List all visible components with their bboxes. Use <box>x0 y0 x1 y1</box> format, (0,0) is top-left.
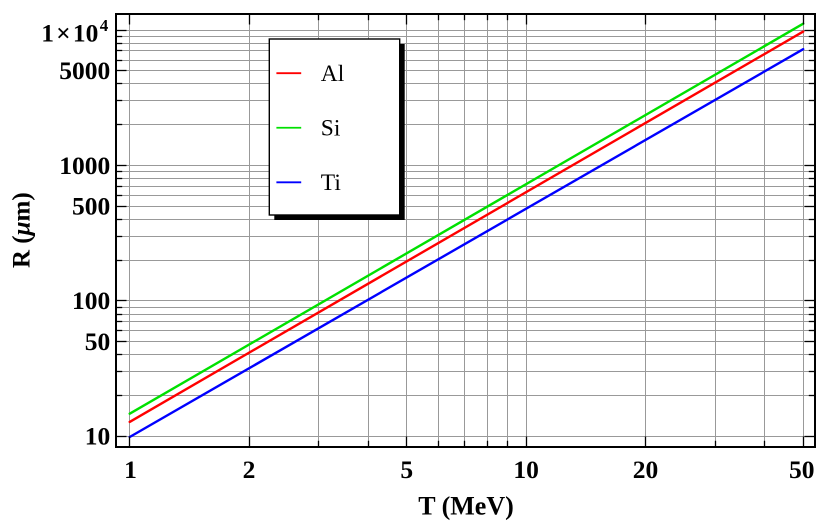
svg-text:10: 10 <box>85 422 111 451</box>
svg-text:R (μm): R (μm) <box>9 192 36 268</box>
svg-text:1: 1 <box>124 455 137 484</box>
svg-text:100: 100 <box>72 286 110 315</box>
svg-text:T (MeV): T (MeV) <box>418 492 514 521</box>
svg-text:500: 500 <box>72 192 110 221</box>
svg-text:Si: Si <box>321 115 341 141</box>
svg-text:1 × 10: 1 × 10 <box>41 18 98 47</box>
svg-text:1000: 1000 <box>59 151 110 180</box>
svg-text:Al: Al <box>321 61 345 87</box>
svg-text:10: 10 <box>513 455 539 484</box>
svg-text:5000: 5000 <box>59 56 110 85</box>
svg-text:2: 2 <box>243 455 256 484</box>
svg-text:4: 4 <box>100 16 109 35</box>
svg-text:20: 20 <box>633 455 659 484</box>
svg-text:Ti: Ti <box>321 170 342 196</box>
svg-text:50: 50 <box>85 327 111 356</box>
svg-text:50: 50 <box>789 455 815 484</box>
svg-text:5: 5 <box>400 455 413 484</box>
